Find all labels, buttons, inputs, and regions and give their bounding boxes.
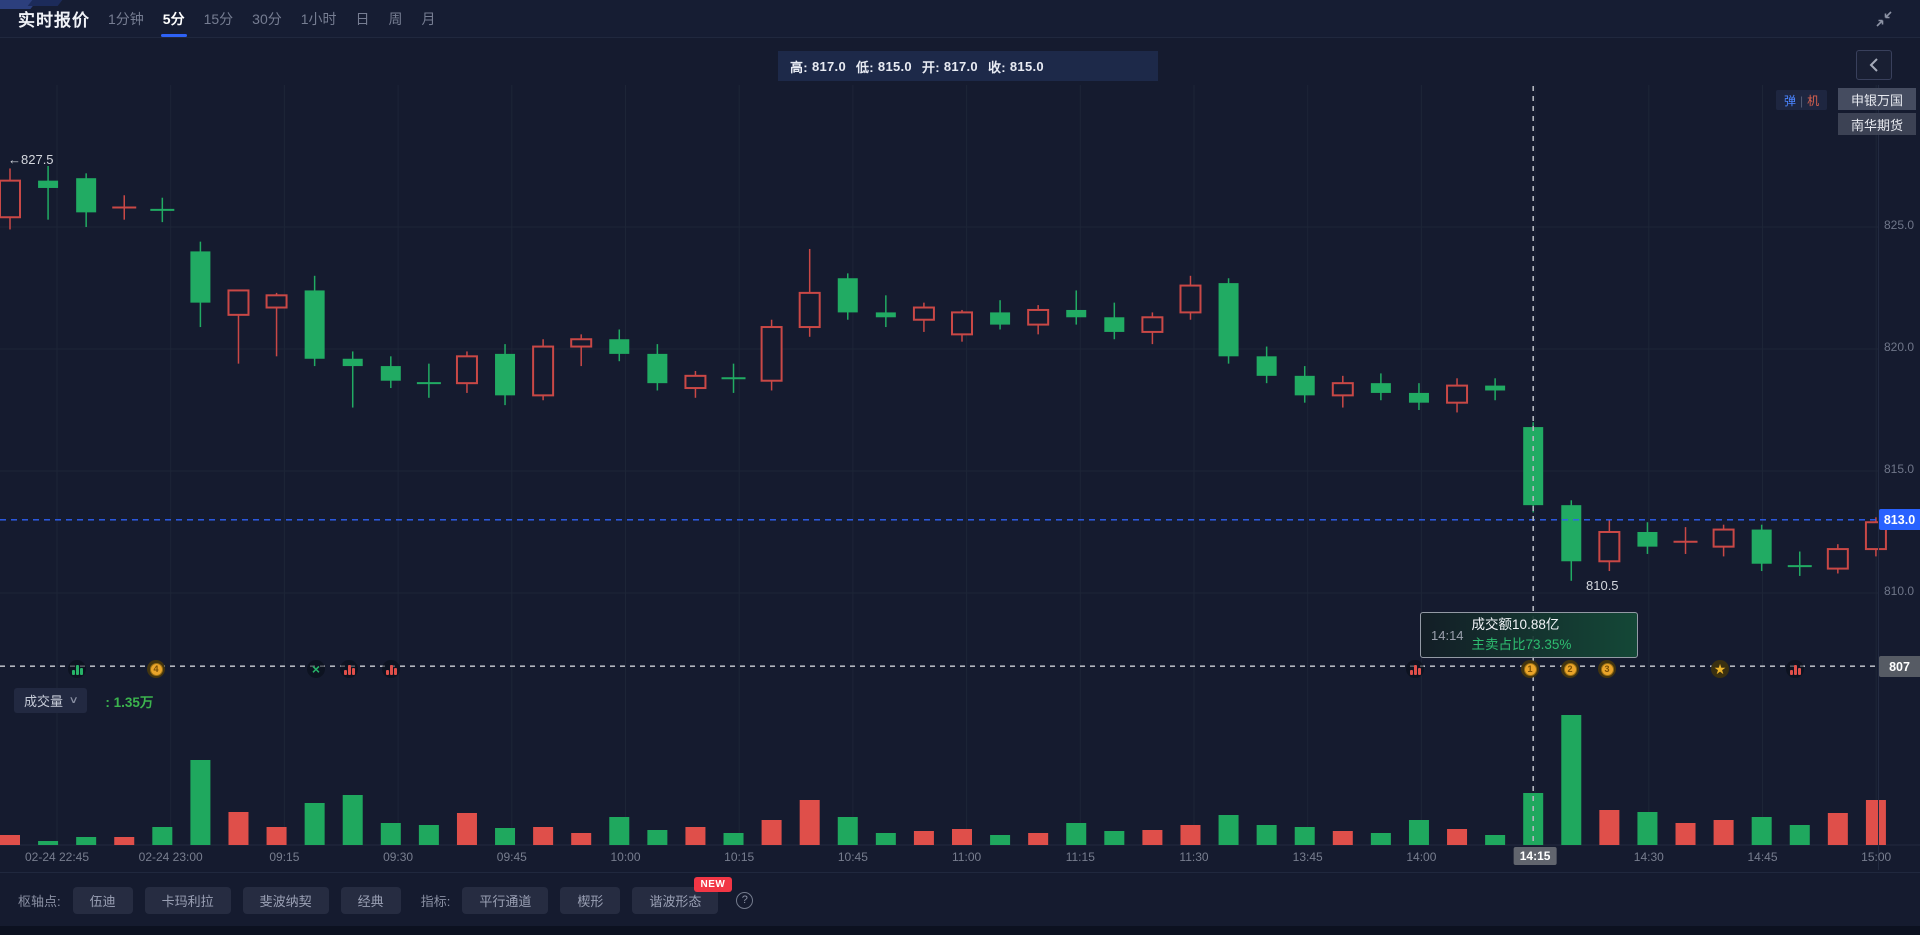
time-label: 10:45: [837, 850, 868, 864]
time-label: 02-24 22:45: [24, 850, 90, 864]
volume-value: : 1.35万: [105, 694, 154, 710]
indicator-label: 指标:: [420, 893, 451, 909]
crosshair-tooltip: 14:14 成交额10.88亿 主卖占比73.35%: [1420, 612, 1638, 658]
indicator-button-harmonic[interactable]: 谐波形态 NEW: [632, 876, 733, 914]
ohlc-open-label: 开:: [921, 59, 940, 75]
time-label: 13:45: [1292, 850, 1323, 864]
time-label: 10:00: [610, 850, 641, 864]
time-label-crosshair: 14:15: [1513, 847, 1557, 865]
time-label: 11:15: [1065, 850, 1095, 864]
interval-tabs: 1分钟 5分 15分 30分 1小时 日 周 月: [106, 0, 438, 38]
ohlc-open-value: 817.0: [943, 58, 978, 74]
tab-5min[interactable]: 5分: [161, 0, 187, 38]
time-label: 09:15: [269, 850, 300, 864]
event-marker-star[interactable]: ★: [1711, 660, 1729, 678]
candlestick-chart[interactable]: [0, 80, 1920, 846]
pivot-button-fibonacci[interactable]: 斐波纳契: [242, 886, 329, 914]
tooltip-sell-ratio: 主卖占比73.35%: [1471, 637, 1572, 652]
badge-separator: |: [1800, 94, 1804, 108]
event-marker-bars-red[interactable]: [340, 660, 358, 678]
event-marker-x-green[interactable]: ×: [307, 660, 325, 678]
new-badge: NEW: [693, 876, 733, 892]
broker-label-nanhuaqihuo[interactable]: 南华期货: [1838, 113, 1916, 135]
time-label: 11:00: [952, 850, 982, 864]
tab-day[interactable]: 日: [355, 10, 370, 27]
volume-pane-header: 成交量 ∨ : 1.35万: [14, 688, 153, 713]
event-marker-coin[interactable]: 2: [1561, 660, 1579, 678]
pivot-button-classic[interactable]: 经典: [340, 886, 401, 914]
time-label: 14:00: [1406, 850, 1437, 864]
tab-month[interactable]: 月: [421, 10, 436, 27]
ohlc-high-value: 817.0: [811, 58, 846, 74]
pivot-label: 枢轴点:: [18, 893, 61, 909]
ohlc-low-value: 815.0: [877, 58, 912, 74]
time-label: 10:15: [724, 850, 755, 864]
ohlc-high-label: 高:: [790, 59, 808, 75]
event-marker-coin[interactable]: 1: [1521, 660, 1539, 678]
tab-30min[interactable]: 30分: [252, 10, 282, 27]
mini-toggle-badge[interactable]: 弹 | 机: [1776, 90, 1828, 110]
event-marker-bars-red[interactable]: [1406, 660, 1424, 678]
price-axis-border: [1878, 85, 1879, 870]
crosshair-price-badge: 807: [1879, 656, 1920, 677]
event-marker-bars-red[interactable]: [1786, 660, 1804, 678]
tab-1hour[interactable]: 1小时: [300, 10, 337, 27]
tab-15min[interactable]: 15分: [203, 10, 234, 27]
y-tick-815: 815.0: [1884, 462, 1915, 476]
tab-1min[interactable]: 1分钟: [108, 10, 144, 27]
corner-decoration: [27, 0, 63, 6]
ohlc-low-label: 低:: [855, 59, 874, 75]
event-marker-coin[interactable]: 4: [147, 660, 165, 678]
collapse-panel-button[interactable]: [1856, 50, 1892, 80]
time-label: 15:00: [1861, 850, 1892, 864]
pivot-button-woodie[interactable]: 伍迪: [72, 886, 133, 914]
page-title: 实时报价: [18, 11, 90, 30]
danmu-toggle[interactable]: 弹: [1784, 94, 1797, 108]
time-label: 09:45: [496, 850, 527, 864]
y-tick-820: 820.0: [1884, 340, 1915, 354]
chevron-down-icon: ∨: [68, 695, 79, 706]
indicator-button-parallel-channel[interactable]: 平行通道: [462, 886, 549, 914]
ohlc-close-label: 收:: [987, 59, 1006, 75]
session-low-label: 810.5: [1586, 578, 1619, 593]
time-label: 02-24 23:00: [138, 850, 203, 864]
footer-toolbar: 枢轴点: 伍迪 卡玛利拉 斐波纳契 经典 指标: 平行通道 楔形 谐波形态 NE…: [0, 872, 1920, 927]
event-marker-bars-red[interactable]: [382, 660, 400, 678]
tab-week[interactable]: 周: [388, 10, 403, 27]
indicator-button-wedge[interactable]: 楔形: [560, 886, 621, 914]
event-marker-coin[interactable]: 3: [1598, 660, 1616, 678]
current-price-badge: 813.0: [1879, 509, 1920, 530]
ohlc-info-bar: 高: 817.0 低: 815.0 开: 817.0 收: 815.0: [778, 51, 1158, 81]
tooltip-time: 14:14: [1431, 627, 1464, 643]
pivot-button-camarilla[interactable]: 卡玛利拉: [144, 886, 231, 914]
help-icon[interactable]: ?: [736, 891, 754, 909]
header-bar: 实时报价 1分钟 5分 15分 30分 1小时 日 周 月: [0, 0, 1920, 38]
tooltip-turnover: 成交额10.88亿: [1471, 617, 1560, 633]
volume-indicator-dropdown[interactable]: 成交量 ∨: [14, 688, 88, 713]
time-label: 14:30: [1633, 850, 1664, 864]
y-tick-810: 810.0: [1884, 584, 1915, 598]
volume-indicator-name: 成交量: [24, 694, 64, 709]
time-axis[interactable]: 02-24 22:45 02-24 23:00 09:15 09:30 09:45 10:…: [0, 846, 1920, 870]
session-high-label: ←827.5: [8, 152, 54, 167]
time-label: 14:45: [1747, 850, 1778, 864]
broker-label-shenyinwanguo[interactable]: 申银万国: [1838, 88, 1916, 110]
collapse-icon[interactable]: [1874, 9, 1894, 29]
ohlc-close-value: 815.0: [1009, 58, 1044, 74]
indicator-button-harmonic-label: 谐波形态: [649, 893, 702, 909]
institution-toggle[interactable]: 机: [1807, 94, 1820, 108]
event-marker-bars-green[interactable]: [68, 660, 86, 678]
time-label: 09:30: [383, 850, 414, 864]
time-label: 11:30: [1179, 850, 1209, 864]
bottom-strip: [0, 926, 1920, 935]
y-tick-825: 825.0: [1884, 218, 1915, 232]
